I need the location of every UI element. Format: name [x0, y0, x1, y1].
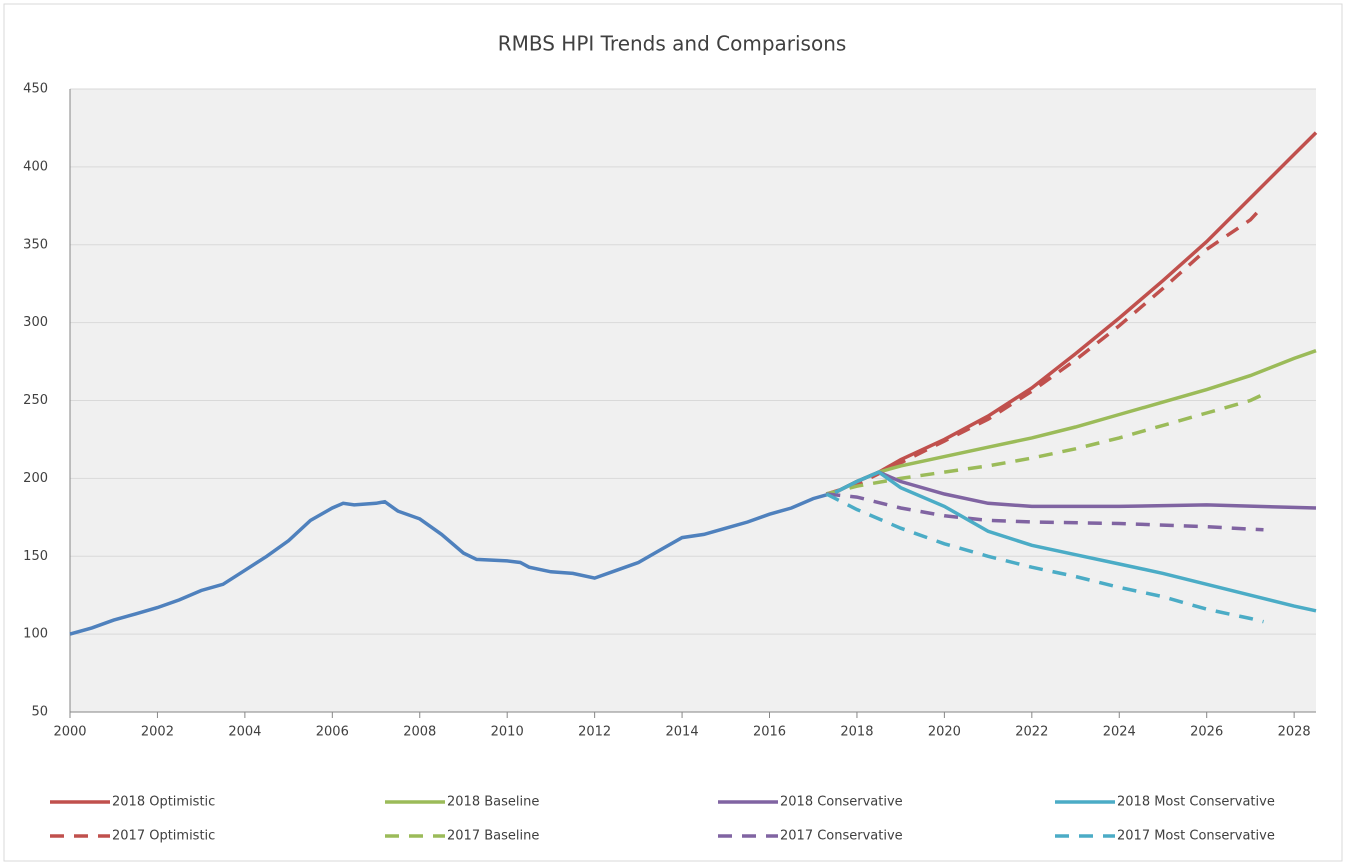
y-tick-label: 100	[23, 627, 48, 642]
legend-label: 2018 Conservative	[780, 795, 903, 810]
x-tick-label: 2016	[753, 725, 786, 740]
series-line	[834, 470, 1317, 613]
y-tick-label: 150	[23, 549, 48, 564]
y-tick-label: 300	[23, 315, 48, 330]
y-tick-label: 200	[23, 471, 48, 486]
x-tick-label: 2012	[578, 725, 611, 740]
x-tick-label: 2022	[1015, 725, 1048, 740]
legend-label: 2017 Baseline	[447, 829, 539, 844]
x-tick-label: 2028	[1278, 725, 1311, 740]
y-tick-label: 50	[31, 705, 48, 720]
x-tick-label: 2018	[840, 725, 873, 740]
legend-label: 2017 Optimistic	[112, 829, 215, 844]
legend-label: 2018 Optimistic	[112, 795, 215, 810]
y-tick-label: 350	[23, 237, 48, 252]
x-tick-label: 2002	[141, 725, 174, 740]
chart-title: RMBS HPI Trends and Comparisons	[498, 32, 847, 56]
y-tick-label: 250	[23, 393, 48, 408]
x-tick-label: 2010	[491, 725, 524, 740]
series-line	[69, 490, 836, 636]
x-tick-label: 2008	[403, 725, 436, 740]
y-tick-label: 450	[23, 82, 48, 97]
x-tick-label: 2026	[1190, 725, 1223, 740]
x-tick-label: 2006	[316, 725, 349, 740]
x-tick-label: 2014	[666, 725, 699, 740]
y-tick-label: 400	[23, 159, 48, 174]
legend-label: 2018 Most Conservative	[1117, 795, 1275, 810]
series-line	[834, 349, 1317, 494]
x-tick-label: 2024	[1103, 725, 1136, 740]
legend-label: 2017 Most Conservative	[1117, 829, 1275, 844]
x-tick-label: 2000	[53, 725, 86, 740]
series-line	[825, 492, 1264, 624]
legend-label: 2018 Baseline	[447, 795, 539, 810]
series-line	[825, 392, 1265, 496]
legend-label: 2017 Conservative	[780, 829, 903, 844]
x-tick-label: 2004	[228, 725, 261, 740]
x-tick-label: 2020	[928, 725, 961, 740]
